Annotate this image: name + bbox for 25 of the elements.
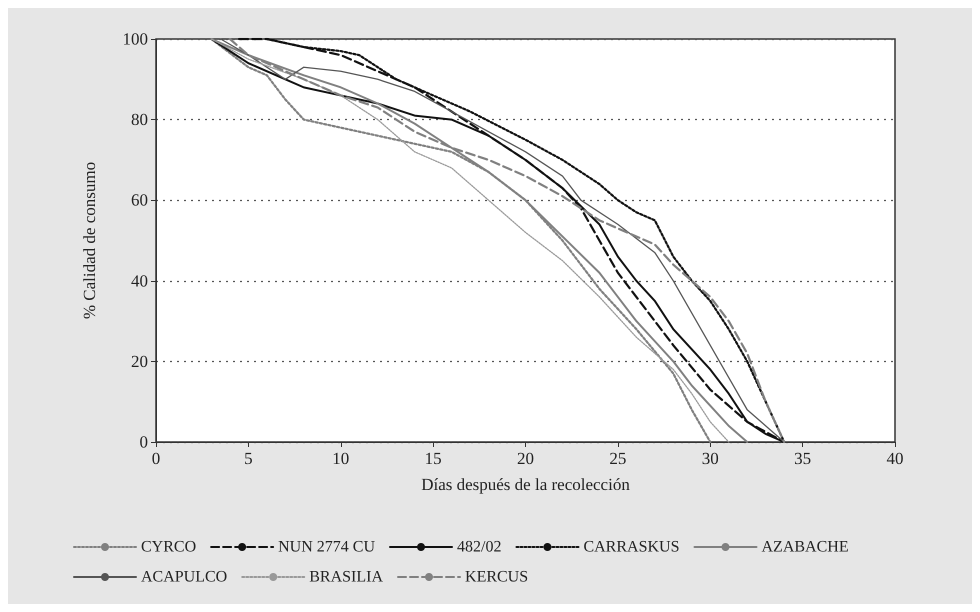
y-tick-label: 60 <box>131 190 148 210</box>
legend-label: AZABACHE <box>761 538 849 556</box>
legend-label: CYRCO <box>141 538 196 556</box>
x-tick-label: 25 <box>609 449 626 468</box>
x-tick-label: 15 <box>424 449 442 468</box>
x-tick-label: 40 <box>886 449 904 468</box>
y-axis-title: % Calidad de consumo <box>80 162 99 320</box>
x-tick-label: 30 <box>702 449 719 468</box>
x-tick-label: 35 <box>794 449 812 468</box>
x-tick-label: 5 <box>244 449 253 468</box>
y-tick-label: 20 <box>131 352 148 371</box>
legend-label: CARRASKUS <box>583 538 680 556</box>
x-tick-label: 20 <box>517 449 534 468</box>
x-axis-title: Días después de la recolección <box>421 475 630 494</box>
x-tick-label: 10 <box>332 449 350 468</box>
legend-label: BRASILIA <box>309 568 384 586</box>
legend-label: 482/02 <box>457 538 502 556</box>
y-tick-label: 40 <box>131 271 148 290</box>
y-tick-label: 80 <box>131 110 148 130</box>
y-tick-label: 0 <box>140 432 148 452</box>
legend-label: ACAPULCO <box>141 568 228 586</box>
legend-label: KERCUS <box>465 568 528 586</box>
x-tick-label: 0 <box>152 449 160 468</box>
y-tick-label: 100 <box>122 30 148 48</box>
legend-label: NUN 2774 CU <box>278 538 376 556</box>
